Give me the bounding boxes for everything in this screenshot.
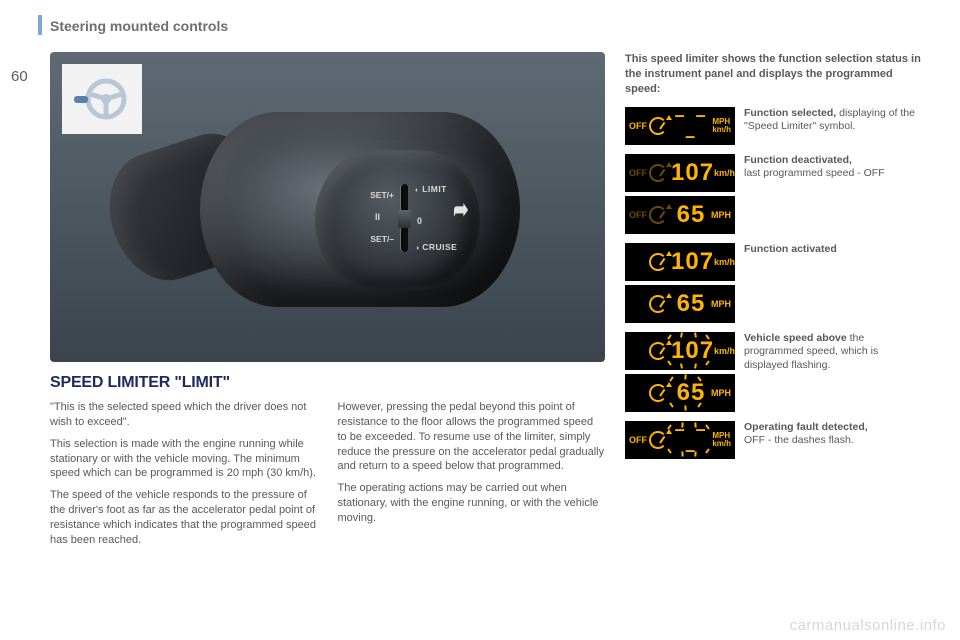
digits: 65 bbox=[671, 290, 711, 318]
state-activated: OFF 107 km/h OFF 65 MPH Function activat… bbox=[625, 243, 925, 323]
state-icons: OFF – – – MPH km/h bbox=[625, 107, 735, 145]
limit-label: ◐ LIMIT bbox=[415, 184, 447, 194]
accent-rule bbox=[38, 15, 42, 35]
lcd-display-flashing: OFF 65 MPH bbox=[625, 374, 735, 412]
state-selected: OFF – – – MPH km/h Function selected, di… bbox=[625, 107, 925, 145]
limiter-icon bbox=[649, 117, 667, 135]
body-text-col2: However, pressing the pedal beyond this … bbox=[338, 400, 606, 555]
paragraph: The speed of the vehicle responds to the… bbox=[50, 488, 318, 547]
digits: 107 bbox=[671, 337, 714, 365]
digits: 65 bbox=[671, 379, 711, 407]
limiter-icon bbox=[649, 164, 667, 182]
unit: MPH bbox=[711, 299, 731, 309]
selector-switch bbox=[398, 210, 411, 228]
set-plus-label: SET/+ bbox=[352, 190, 394, 200]
limiter-icon bbox=[649, 295, 667, 313]
page: 60 Steering mounted controls ➦ bbox=[0, 0, 960, 640]
lcd-display: OFF 65 MPH bbox=[625, 196, 735, 234]
unit: MPH km/h bbox=[712, 432, 731, 448]
paragraph: However, pressing the pedal beyond this … bbox=[338, 400, 606, 474]
off-text: OFF bbox=[629, 435, 647, 445]
stalk-face: ➦ ◐ LIMIT 0 ◑ CRUISE SET/+ II SET/– bbox=[315, 150, 480, 290]
off-text: OFF bbox=[629, 121, 647, 131]
digits: – – – bbox=[671, 105, 712, 147]
state-icons: OFF – – – MPH km/h bbox=[625, 421, 735, 459]
state-icons: OFF 107 km/h OFF 65 MPH bbox=[625, 154, 735, 234]
state-icons: OFF 107 km/h bbox=[625, 332, 735, 412]
state-fault: OFF – – – MPH km/h bbox=[625, 421, 925, 459]
lcd-display-flashing: OFF – – – MPH km/h bbox=[625, 421, 735, 459]
unit: km/h bbox=[714, 346, 735, 356]
limiter-icon bbox=[649, 431, 667, 449]
unit: MPH bbox=[711, 388, 731, 398]
unit: km/h bbox=[714, 168, 735, 178]
state-caption: Function selected, displaying of the "Sp… bbox=[744, 107, 925, 134]
paragraph: The operating actions may be carried out… bbox=[338, 481, 606, 526]
right-column: This speed limiter shows the function se… bbox=[625, 52, 925, 555]
state-above: OFF 107 km/h bbox=[625, 332, 925, 412]
watermark: carmanualsonline.info bbox=[790, 617, 946, 634]
set-minus-label: SET/– bbox=[352, 234, 394, 244]
intro-text: This speed limiter shows the function se… bbox=[625, 52, 925, 97]
lcd-display: OFF 65 MPH bbox=[625, 285, 735, 323]
state-caption: Operating fault detected, OFF - the dash… bbox=[744, 421, 868, 448]
steering-location-inset bbox=[62, 64, 142, 134]
body-text: "This is the selected speed which the dr… bbox=[50, 400, 605, 555]
left-column: ➦ ◐ LIMIT 0 ◑ CRUISE SET/+ II SET/– SPEE… bbox=[50, 52, 605, 555]
lcd-display: OFF 107 km/h bbox=[625, 243, 735, 281]
state-caption: Vehicle speed above the programmed speed… bbox=[744, 332, 925, 373]
paragraph: "This is the selected speed which the dr… bbox=[50, 400, 318, 430]
section-heading: SPEED LIMITER "LIMIT" bbox=[50, 374, 605, 392]
off-text: OFF bbox=[629, 168, 647, 178]
digits: 107 bbox=[671, 248, 714, 276]
lcd-display-flashing: OFF 107 km/h bbox=[625, 332, 735, 370]
cruise-label: ◑ CRUISE bbox=[415, 242, 457, 252]
control-stalk-photo: ➦ ◐ LIMIT 0 ◑ CRUISE SET/+ II SET/– bbox=[50, 52, 605, 362]
unit: km/h bbox=[714, 257, 735, 267]
limiter-icon bbox=[649, 342, 667, 360]
lcd-display: OFF – – – MPH km/h bbox=[625, 107, 735, 145]
body-text-col1: "This is the selected speed which the dr… bbox=[50, 400, 318, 555]
twist-arrow-icon: ➦ bbox=[453, 194, 468, 225]
lcd-display: OFF 107 km/h bbox=[625, 154, 735, 192]
unit: MPH bbox=[711, 210, 731, 220]
limiter-icon bbox=[649, 206, 667, 224]
off-text: OFF bbox=[629, 210, 647, 220]
digits: 65 bbox=[671, 201, 711, 229]
state-icons: OFF 107 km/h OFF 65 MPH bbox=[625, 243, 735, 323]
state-caption: Function activated bbox=[744, 243, 837, 257]
state-caption: Function deactivated, last programmed sp… bbox=[744, 154, 885, 181]
digits: – – – bbox=[671, 419, 712, 461]
steering-wheel-icon bbox=[72, 74, 132, 124]
content-columns: ➦ ◐ LIMIT 0 ◑ CRUISE SET/+ II SET/– SPEE… bbox=[50, 52, 930, 555]
zero-label: 0 bbox=[417, 216, 422, 226]
limiter-icon bbox=[649, 253, 667, 271]
digits: 107 bbox=[671, 159, 714, 187]
unit: MPH km/h bbox=[712, 118, 731, 134]
limiter-icon bbox=[649, 384, 667, 402]
chapter-title: Steering mounted controls bbox=[50, 18, 930, 34]
page-number: 60 bbox=[11, 68, 28, 85]
pause-label: II bbox=[375, 212, 380, 222]
state-deactivated: OFF 107 km/h OFF 65 MPH Function deactiv… bbox=[625, 154, 925, 234]
paragraph: This selection is made with the engine r… bbox=[50, 437, 318, 482]
